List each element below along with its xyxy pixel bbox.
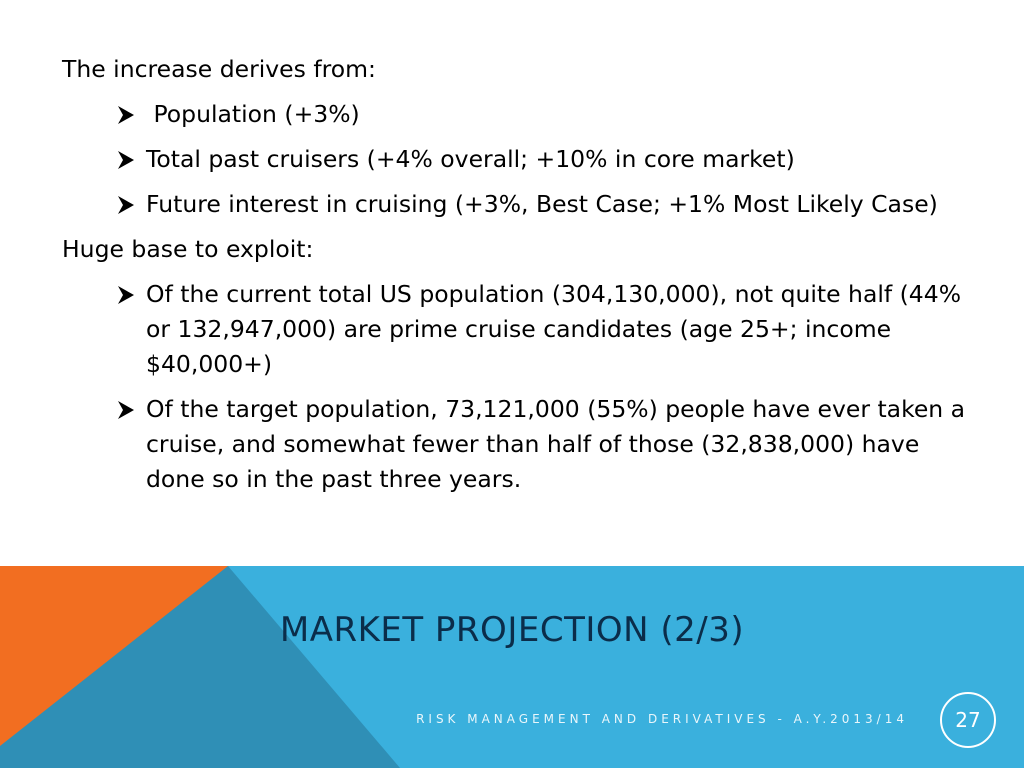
orange-triangle [0,566,228,746]
bullet-text: Of the current total US population (304,… [146,280,962,378]
bullet-item: Of the target population, 73,121,000 (55… [118,392,972,497]
page-number-badge: 27 [940,692,996,748]
bullet-text: Population (+3%) [146,100,360,128]
bullet-text: Of the target population, 73,121,000 (55… [146,395,966,493]
footer-band: Market Projection (2/3) RISK MANAGEMENT … [0,566,1024,768]
arrowhead-bullet-icon [118,286,134,304]
bullet-item: Total past cruisers (+4% overall; +10% i… [118,142,972,177]
section-text: Huge base to exploit: [62,235,314,263]
intro-text: The increase derives from: [62,55,376,83]
arrowhead-bullet-icon [118,401,134,419]
arrowhead-bullet-icon [118,106,134,124]
footer-subtitle: RISK MANAGEMENT AND DERIVATIVES - A.Y.20… [416,712,908,726]
bullet-item: Population (+3%) [118,97,972,132]
slide-body: The increase derives from: Population (+… [62,52,972,507]
arrowhead-bullet-icon [118,151,134,169]
slide-title: Market Projection (2/3) [279,610,745,650]
bullet-item: Of the current total US population (304,… [118,277,972,382]
bullet-text: Future interest in cruising (+3%, Best C… [146,190,938,218]
arrowhead-bullet-icon [118,196,134,214]
bullet-text: Total past cruisers (+4% overall; +10% i… [146,145,795,173]
bullet-item: Future interest in cruising (+3%, Best C… [118,187,972,222]
decorative-triangles [0,566,400,768]
